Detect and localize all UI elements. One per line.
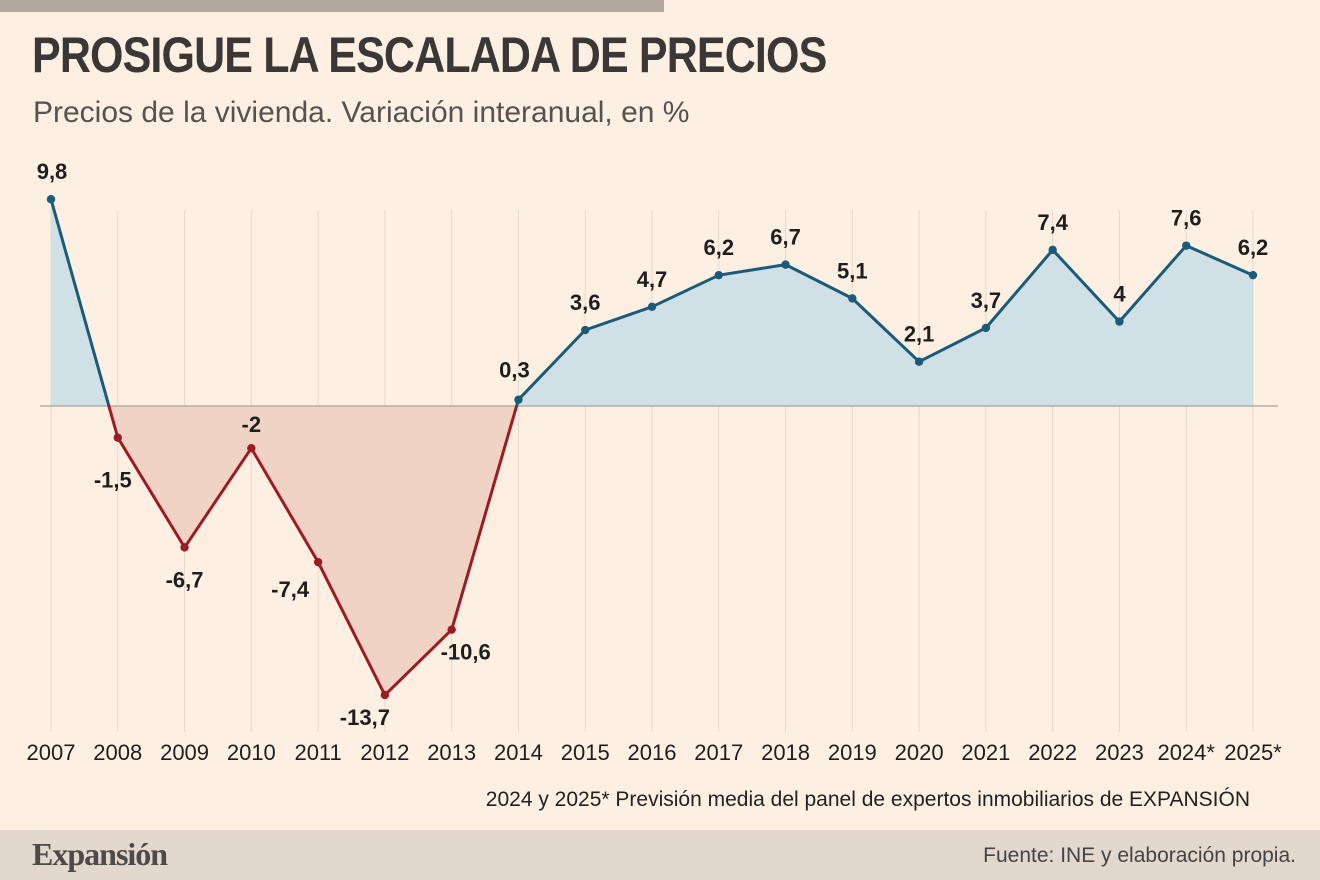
data-label-2015: 3,6 bbox=[570, 290, 601, 315]
data-point-2024 bbox=[1182, 241, 1191, 250]
top-accent-bar bbox=[0, 0, 664, 12]
positive-line-0 bbox=[49, 197, 111, 408]
chart-subtitle: Precios de la vivienda. Variación intera… bbox=[33, 96, 690, 129]
data-point-2008 bbox=[113, 433, 122, 442]
data-label-2010: -2 bbox=[242, 412, 262, 437]
x-tick-label-2008: 2008 bbox=[93, 740, 142, 765]
data-point-2017 bbox=[714, 270, 723, 280]
data-label-2022: 7,4 bbox=[1037, 210, 1068, 235]
x-tick-label-2011: 2011 bbox=[294, 740, 341, 765]
brand-logo: Expansión bbox=[32, 836, 168, 872]
x-tick-label-2013: 2013 bbox=[427, 740, 476, 765]
data-point-2011 bbox=[313, 557, 323, 567]
x-tick-label-2012: 2012 bbox=[360, 740, 409, 765]
data-label-2025: 6,2 bbox=[1238, 235, 1269, 260]
x-tick-label-2023: 2023 bbox=[1095, 740, 1144, 765]
line-area-chart: 9,8 -1,5 -6,7 -2 -7,4 -13,7 -10,6 0,3 3,6 4,7 6,2 6… bbox=[27, 159, 1283, 765]
data-label-2019: 5,1 bbox=[837, 258, 868, 283]
data-label-2017: 6,2 bbox=[703, 235, 734, 260]
x-tick-label-2018: 2018 bbox=[761, 740, 810, 765]
data-label-2011: -7,4 bbox=[271, 577, 310, 602]
data-point-2018 bbox=[781, 260, 790, 269]
data-point-2014 bbox=[514, 395, 523, 404]
x-tick-label-2015: 2015 bbox=[561, 740, 610, 765]
x-tick-label-2019: 2019 bbox=[828, 740, 877, 765]
source-note: Fuente: INE y elaboración propia. bbox=[983, 844, 1296, 867]
x-tick-label-2020: 2020 bbox=[895, 740, 944, 765]
x-tick-label-2017: 2017 bbox=[694, 740, 743, 765]
data-label-2018: 6,7 bbox=[770, 225, 801, 250]
x-tick-label-2022: 2022 bbox=[1028, 740, 1077, 765]
x-axis-tick-labels: 2007 2008 2009 2010 2011 2012 2013 2014 2015 2016… bbox=[27, 740, 1283, 765]
x-tick-label-2010: 2010 bbox=[227, 740, 276, 765]
data-point-2021 bbox=[981, 323, 991, 333]
data-point-2022 bbox=[1048, 245, 1057, 255]
data-label-2020: 2,1 bbox=[904, 322, 935, 347]
data-point-2007 bbox=[46, 195, 56, 204]
positive-area-2 bbox=[516, 245, 1253, 406]
x-tick-label-2025: 2025* bbox=[1224, 740, 1282, 765]
data-point-2016 bbox=[647, 302, 657, 312]
data-point-2019 bbox=[848, 294, 857, 303]
data-point-2023 bbox=[1115, 317, 1124, 326]
data-point-2025 bbox=[1248, 270, 1258, 280]
negative-line-1 bbox=[107, 404, 519, 697]
data-label-2016: 4,7 bbox=[637, 267, 668, 292]
data-label-2014: 0,3 bbox=[499, 358, 530, 383]
data-points bbox=[46, 195, 1258, 700]
x-tick-label-2007: 2007 bbox=[27, 740, 76, 765]
data-point-2010 bbox=[247, 444, 256, 453]
data-label-2023: 4 bbox=[1113, 282, 1126, 307]
data-point-2020 bbox=[914, 357, 924, 366]
data-point-2012 bbox=[380, 690, 390, 700]
forecast-footnote: 2024 y 2025* Previsión media del panel d… bbox=[485, 788, 1250, 811]
x-tick-label-2014: 2014 bbox=[494, 740, 543, 765]
data-point-2013 bbox=[447, 625, 456, 634]
data-point-2015 bbox=[581, 325, 590, 335]
x-tick-label-2016: 2016 bbox=[628, 740, 677, 765]
x-tick-label-2024: 2024* bbox=[1157, 740, 1215, 765]
data-label-2007: 9,8 bbox=[37, 159, 68, 184]
data-label-2021: 3,7 bbox=[971, 288, 1002, 313]
data-label-2012: -13,7 bbox=[340, 705, 390, 730]
chart-title: PROSIGUE LA ESCALADA DE PRECIOS bbox=[32, 27, 827, 83]
data-label-2013: -10,6 bbox=[441, 640, 491, 665]
footer-bar: Expansión Fuente: INE y elaboración prop… bbox=[0, 830, 1320, 880]
x-tick-label-2021: 2021 bbox=[961, 740, 1010, 765]
x-tick-label-2009: 2009 bbox=[160, 740, 209, 765]
data-labels: 9,8 -1,5 -6,7 -2 -7,4 -13,7 -10,6 0,3 3,6 4,7 6,2 6… bbox=[37, 159, 1269, 730]
data-point-2009 bbox=[180, 543, 189, 552]
data-label-2008: -1,5 bbox=[94, 468, 132, 493]
data-label-2024: 7,6 bbox=[1171, 206, 1202, 231]
data-label-2009: -6,7 bbox=[166, 567, 204, 592]
